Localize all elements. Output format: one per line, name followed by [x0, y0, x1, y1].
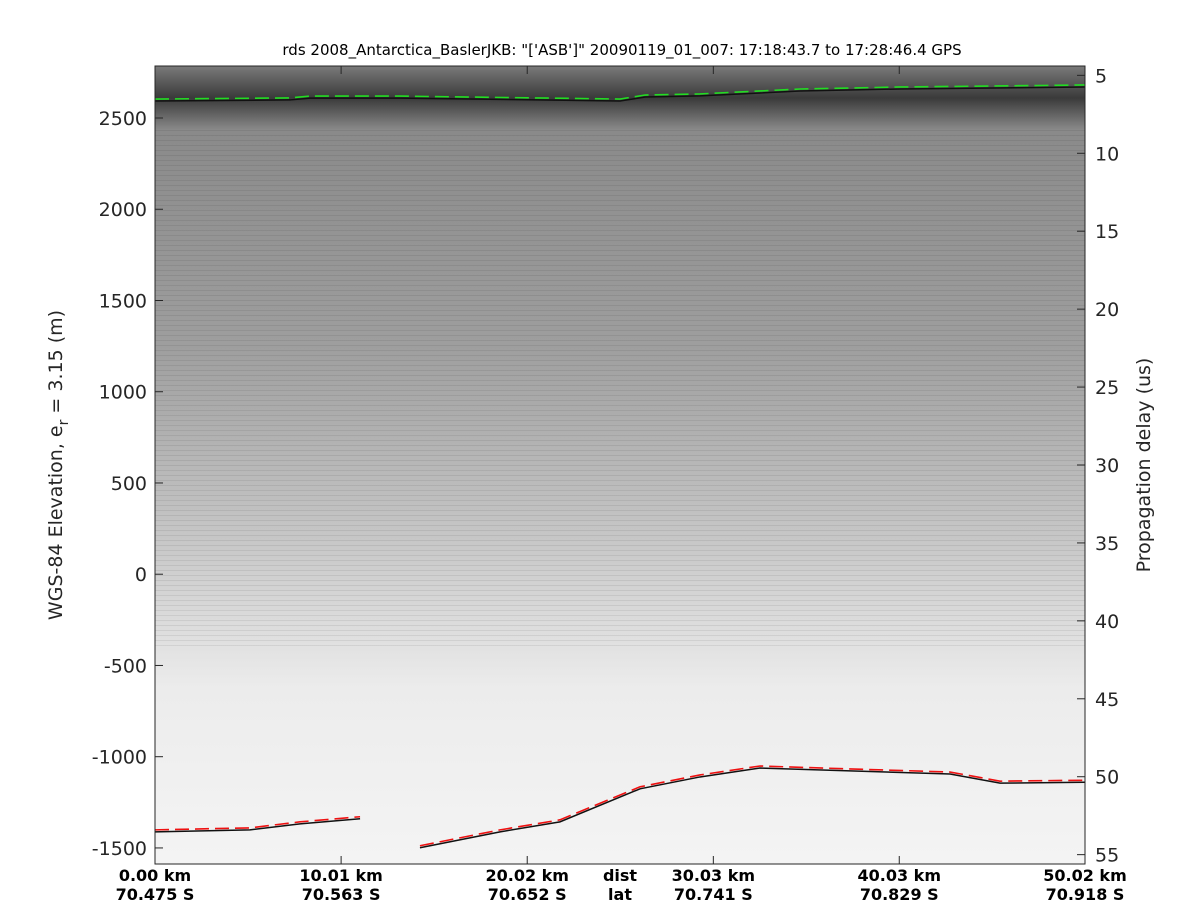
y-axis-label: WGS-84 Elevation, er = 3.15 (m)	[45, 310, 72, 620]
y-tick-label: 1500	[99, 290, 147, 312]
chart-title: rds 2008_Antarctica_BaslerJKB: "['ASB']"…	[282, 41, 961, 60]
y2-tick-label: 55	[1095, 845, 1119, 867]
y2-tick-label: 10	[1095, 143, 1119, 165]
surface-line-shadow	[155, 86, 1085, 102]
y2-tick-label: 50	[1095, 767, 1119, 789]
y2-tick-label: 35	[1095, 533, 1119, 555]
y-tick-label: 2500	[99, 108, 147, 130]
y-tick-label: -1500	[92, 838, 147, 860]
bed-line-shadow	[419, 767, 1085, 849]
y2-tick-label: 5	[1095, 65, 1107, 87]
x-tick-lat: 70.475 S	[116, 885, 195, 900]
x-tick-dist: 10.01 km	[299, 866, 383, 885]
y2-tick-label: 40	[1095, 611, 1119, 633]
x-lat-label: lat	[608, 885, 632, 900]
x-tick-dist: 20.02 km	[485, 866, 569, 885]
echogram-layers	[155, 130, 1085, 650]
y2-tick-label: 20	[1095, 299, 1119, 321]
x-tick-lat: 70.741 S	[674, 885, 753, 900]
bed-line	[155, 815, 361, 831]
x-tick-lat: 70.829 S	[860, 885, 939, 900]
y-tick-label: 500	[111, 473, 147, 495]
y2-tick-label: 30	[1095, 455, 1119, 477]
y-tick-label: -1000	[92, 747, 147, 769]
x-tick-dist: 30.03 km	[672, 866, 756, 885]
bed-line	[419, 765, 1085, 847]
y-tick-label: 2000	[99, 199, 147, 221]
y-tick-label: -500	[104, 655, 147, 677]
x-tick-lat: 70.563 S	[302, 885, 381, 900]
y2-axis-label: Propagation delay (us)	[1133, 358, 1155, 573]
y2-tick-label: 15	[1095, 221, 1119, 243]
y2-tick-label: 25	[1095, 377, 1119, 399]
y-tick-label: 1000	[99, 382, 147, 404]
y2-tick-label: 45	[1095, 689, 1119, 711]
y-tick-label: 0	[135, 564, 147, 586]
x-dist-label: dist	[603, 866, 637, 885]
x-tick-dist: 50.02 km	[1043, 866, 1127, 885]
surface-line	[155, 84, 1085, 100]
x-tick-dist: 0.00 km	[119, 866, 191, 885]
x-tick-dist: 40.03 km	[858, 866, 942, 885]
bed-line-shadow	[155, 817, 361, 833]
x-tick-lat: 70.652 S	[488, 885, 567, 900]
x-tick-lat: 70.918 S	[1046, 885, 1125, 900]
